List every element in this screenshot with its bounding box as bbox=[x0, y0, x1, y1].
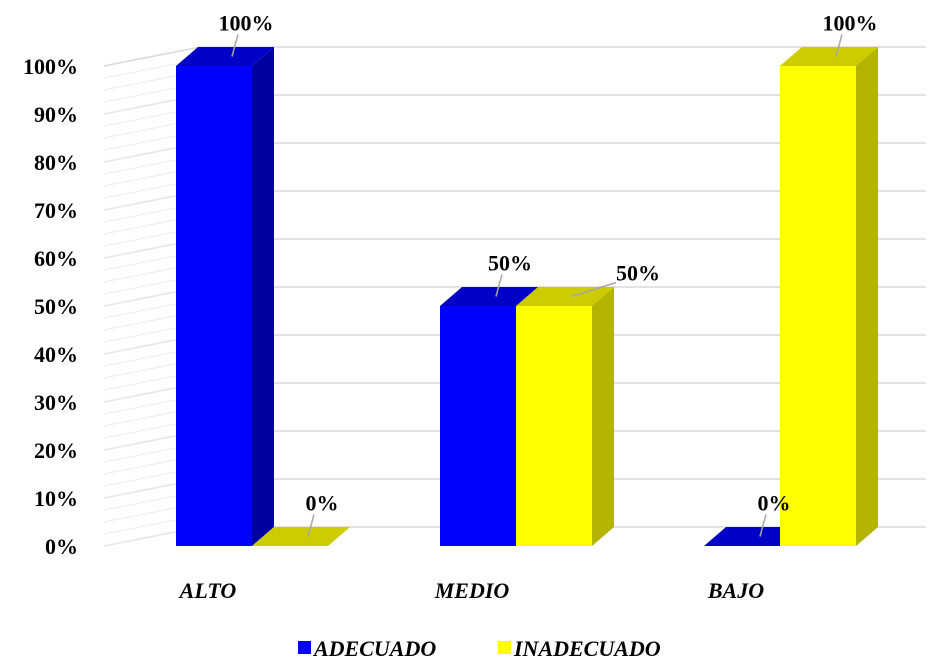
bar-front bbox=[516, 306, 592, 546]
bar-front bbox=[440, 306, 516, 546]
bar-top bbox=[780, 47, 878, 66]
data-label: 100% bbox=[823, 11, 878, 36]
legend: ADECUADO INADECUADO bbox=[298, 636, 661, 661]
data-label: 0% bbox=[306, 491, 339, 516]
y-tick-label: 80% bbox=[34, 150, 78, 175]
bar-top bbox=[440, 287, 538, 306]
x-axis: ALTO MEDIO BAJO bbox=[178, 578, 765, 603]
bar-inadecuado-bajo bbox=[780, 47, 878, 546]
data-label: 100% bbox=[219, 11, 274, 36]
y-axis: 0% 10% 20% 30% 40% 50% 60% 70% 80% 90% 100% bbox=[23, 54, 78, 559]
legend-label: INADECUADO bbox=[513, 636, 661, 661]
legend-item-inadecuado: INADECUADO bbox=[498, 636, 661, 661]
x-category-label: MEDIO bbox=[434, 578, 510, 603]
bar-front bbox=[780, 66, 856, 546]
bar-adecuado-bajo bbox=[704, 527, 802, 546]
data-labels: 100% 0% 50% 50% 0% 100% bbox=[219, 11, 878, 537]
bar-side bbox=[856, 47, 878, 546]
data-label-leader bbox=[835, 34, 843, 57]
data-label-leader bbox=[571, 281, 617, 298]
data-label: 50% bbox=[616, 261, 660, 286]
legend-swatch bbox=[498, 641, 511, 654]
y-tick-label: 10% bbox=[34, 486, 78, 511]
data-label-leader bbox=[495, 274, 503, 297]
bar-inadecuado-alto bbox=[252, 527, 350, 546]
data-label: 0% bbox=[758, 491, 791, 516]
bar-side bbox=[592, 287, 614, 546]
y-tick-label: 90% bbox=[34, 102, 78, 127]
legend-item-adecuado: ADECUADO bbox=[298, 636, 436, 661]
bar-adecuado-alto bbox=[176, 47, 274, 546]
legend-label: ADECUADO bbox=[312, 636, 436, 661]
y-tick-label: 30% bbox=[34, 390, 78, 415]
data-label-leader bbox=[307, 514, 315, 537]
y-tick-label: 40% bbox=[34, 342, 78, 367]
data-label-leader bbox=[759, 514, 767, 537]
data-label: 50% bbox=[488, 251, 532, 276]
y-tick-label: 0% bbox=[45, 534, 78, 559]
y-tick-label: 70% bbox=[34, 198, 78, 223]
bar-top bbox=[176, 47, 274, 66]
y-tick-label: 50% bbox=[34, 294, 78, 319]
bar-top bbox=[516, 287, 614, 306]
y-tick-label: 100% bbox=[23, 54, 78, 79]
data-label-leader bbox=[231, 34, 239, 57]
bar-front bbox=[176, 66, 252, 546]
y-tick-label: 20% bbox=[34, 438, 78, 463]
bar-inadecuado-medio bbox=[516, 287, 614, 546]
bars bbox=[176, 47, 878, 546]
bar-side bbox=[252, 47, 274, 546]
bar-top bbox=[704, 527, 802, 546]
legend-swatch bbox=[298, 641, 311, 654]
bar-top bbox=[252, 527, 350, 546]
x-category-label: BAJO bbox=[707, 578, 764, 603]
side-gridline bbox=[103, 46, 201, 67]
x-category-label: ALTO bbox=[178, 578, 237, 603]
y-tick-label: 60% bbox=[34, 246, 78, 271]
